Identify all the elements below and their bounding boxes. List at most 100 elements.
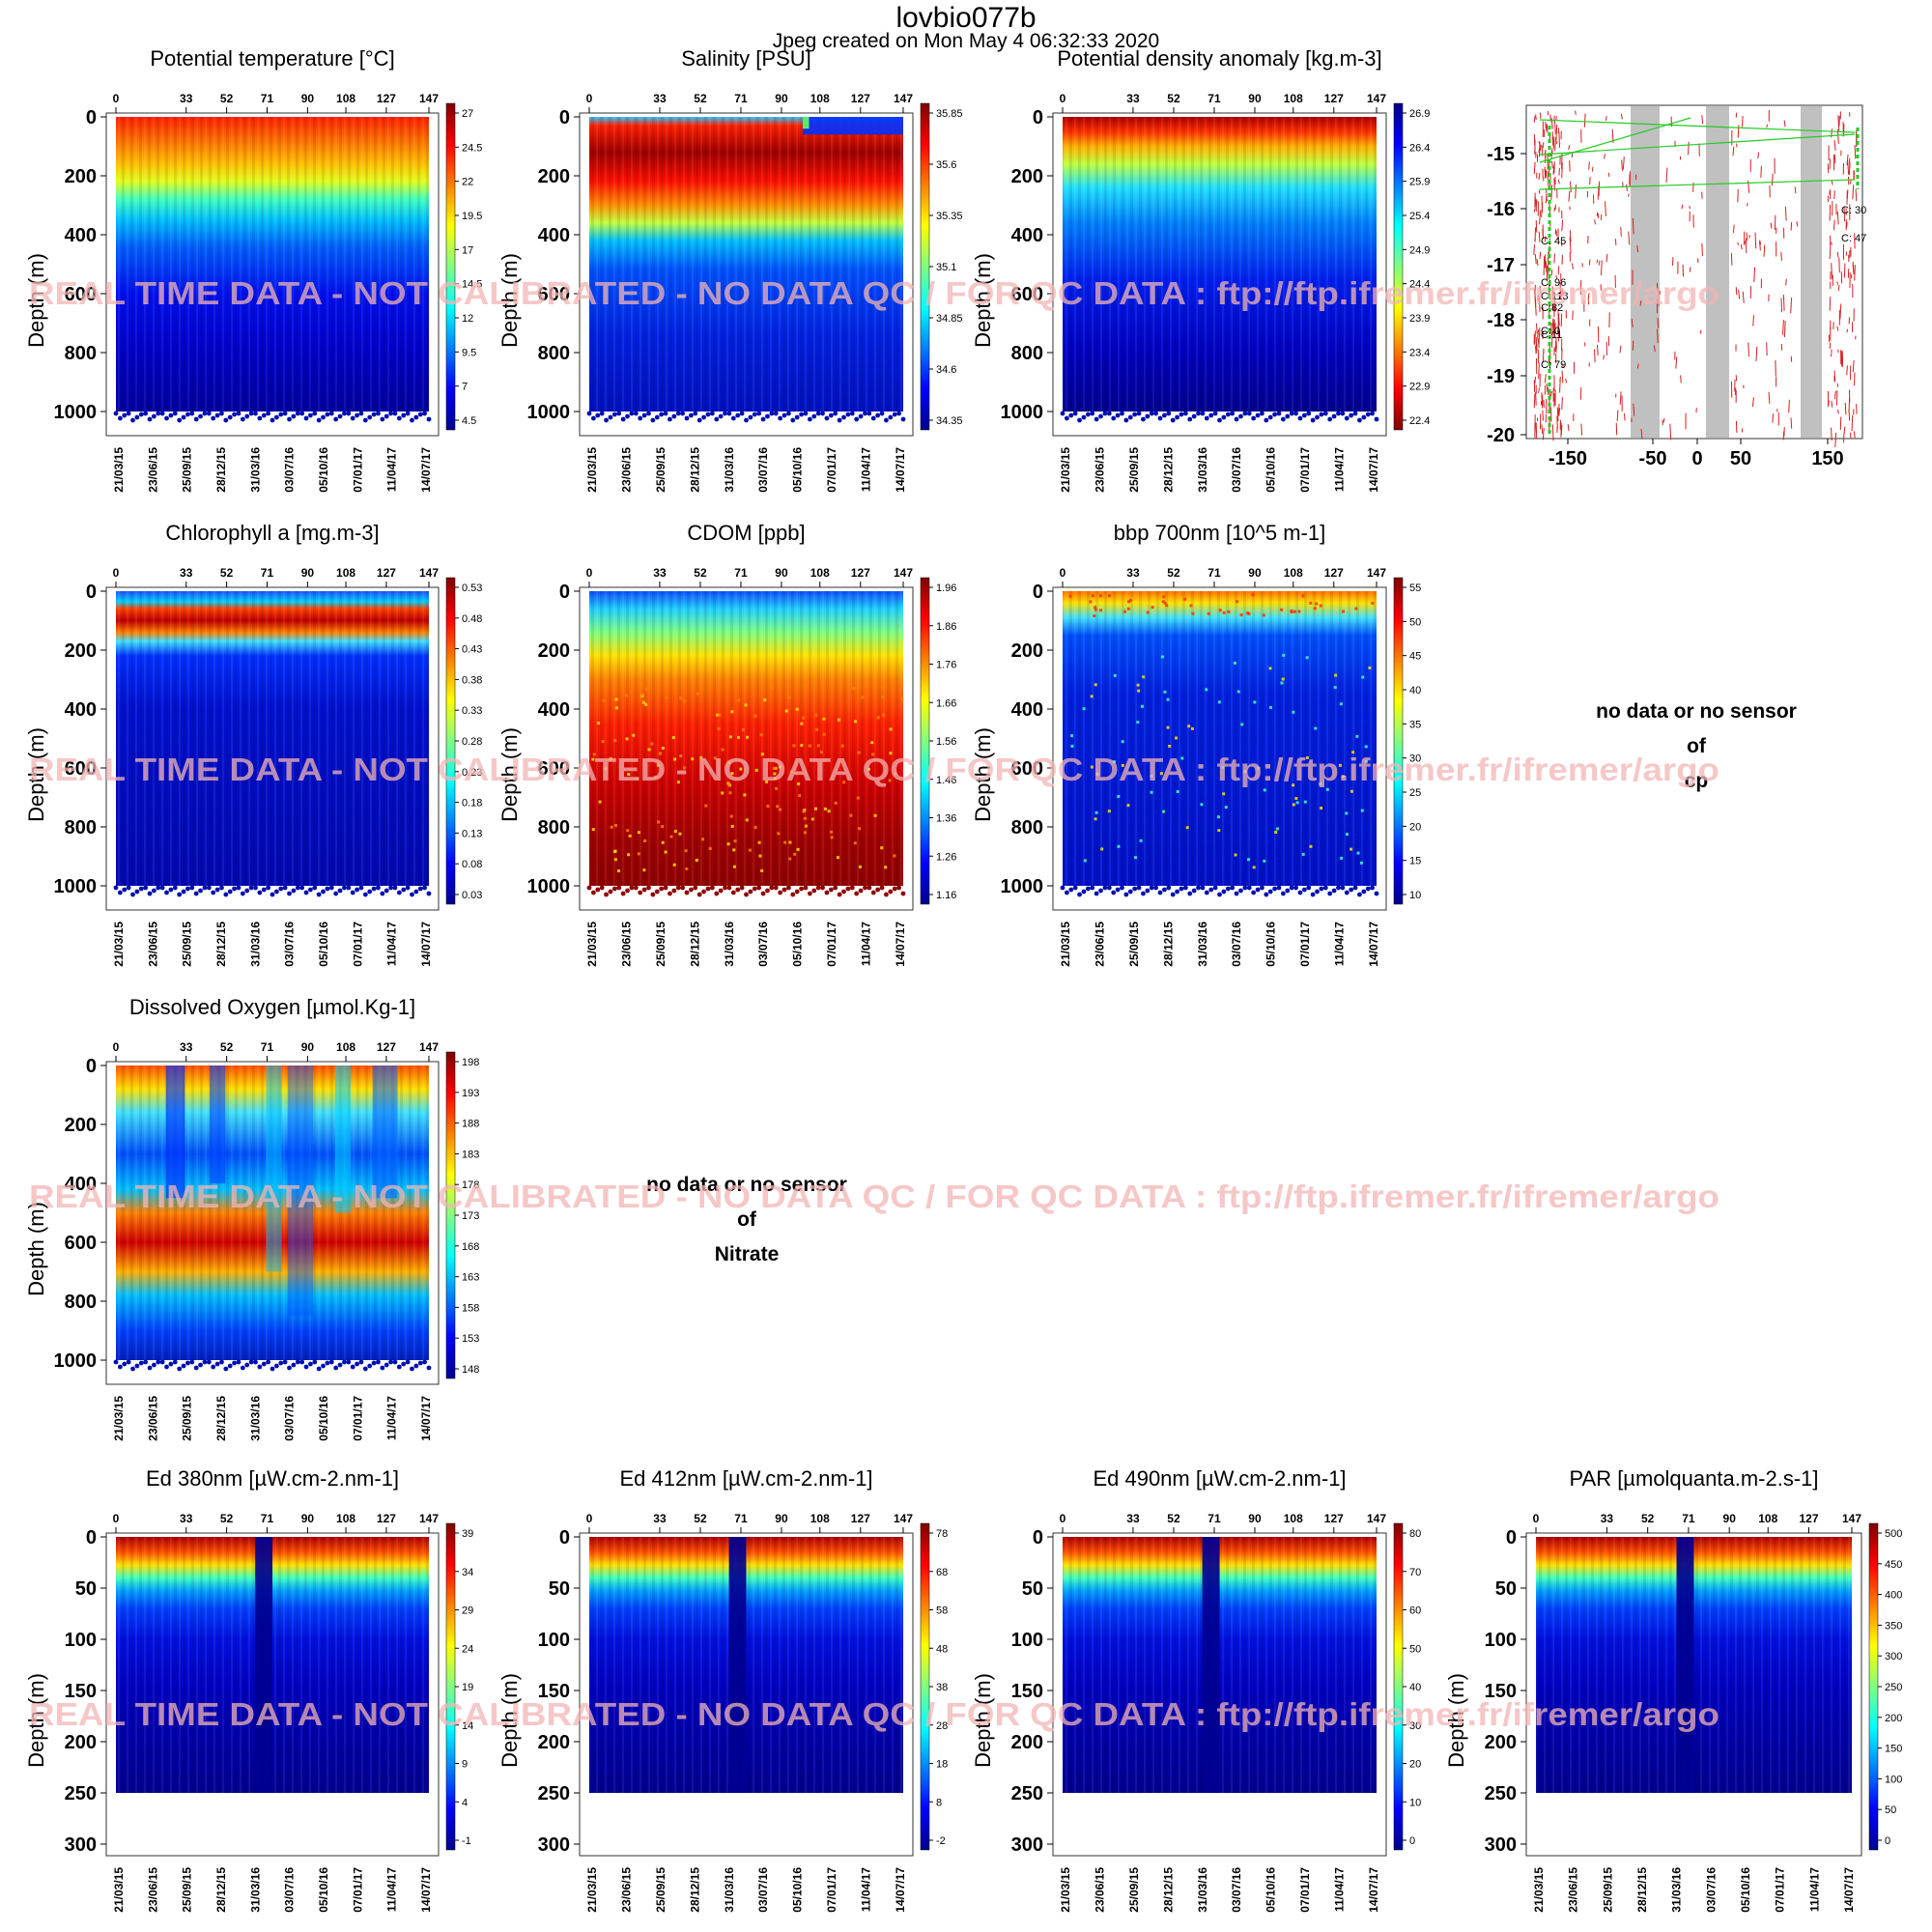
panel-7: Ed 380nm [µW.cm-2.nm-1]0 33 52 71 90 108 127 14…: [24, 1466, 473, 1913]
end-dot: [1297, 890, 1303, 895]
heatmap-speck: [1161, 810, 1165, 813]
depth-tick-label: 0: [559, 107, 570, 128]
end-dot: [1149, 885, 1154, 891]
date-tick-label: 23/06/15: [146, 1867, 159, 1913]
end-dot: [278, 412, 284, 417]
cycle-tick-label: 0: [1533, 1512, 1540, 1525]
colorbar-label: 10: [1409, 1797, 1421, 1808]
end-dot: [426, 416, 432, 422]
heatmap-speck: [1094, 683, 1097, 687]
track-segment: [1553, 253, 1556, 264]
heatmap-speck: [797, 782, 801, 786]
heatmap-speck: [1297, 610, 1301, 613]
track-segment: [1837, 409, 1839, 414]
end-dot: [1217, 417, 1222, 423]
track-segment: [1848, 398, 1851, 412]
date-tick-label: 25/09/15: [654, 447, 668, 493]
depth-tick-label: 1000: [54, 1350, 98, 1372]
end-dot: [159, 1359, 165, 1365]
heatmap-speck: [1070, 744, 1074, 748]
heatmap-speck: [1350, 847, 1353, 851]
end-dot: [765, 888, 770, 894]
cycle-tick-label: 52: [694, 92, 707, 105]
end-dot: [376, 1359, 381, 1365]
cycle-tick-label: 0: [1060, 92, 1066, 105]
date-tick-label: 31/03/16: [1196, 1867, 1209, 1913]
track-segment: [1556, 407, 1559, 422]
end-dot: [1357, 892, 1362, 897]
end-dot: [1191, 413, 1197, 419]
panel-frame: [1052, 1532, 1387, 1857]
cycle-tick-label: 127: [1324, 92, 1344, 105]
end-dot: [616, 411, 622, 416]
end-dot: [147, 891, 153, 896]
date-tick-label: 21/03/15: [1059, 447, 1072, 493]
end-dot: [1344, 890, 1350, 895]
cycle-marker-label: C:82: [1541, 302, 1563, 314]
track-segment: [1603, 355, 1605, 360]
end-dot: [756, 411, 762, 416]
track-segment: [1538, 231, 1541, 242]
end-dot: [718, 413, 724, 419]
cycle-tick-label: 33: [1126, 92, 1140, 105]
end-dot: [388, 885, 393, 891]
track-segment: [1853, 431, 1856, 439]
track-segment: [1751, 397, 1754, 408]
end-dot: [350, 890, 355, 895]
heatmap-speck: [737, 698, 741, 702]
date-tick-label: 14/07/17: [894, 1867, 907, 1913]
track-segment: [1541, 195, 1544, 212]
track-segment: [1835, 390, 1838, 406]
heatmap-speck: [696, 692, 699, 696]
date-tick-label: 11/04/17: [385, 447, 399, 492]
panel-frame: [1052, 112, 1387, 437]
track-segment: [1782, 320, 1784, 335]
colorbar-label: 1.66: [936, 697, 956, 709]
end-dot: [261, 412, 267, 418]
track-segment: [1854, 233, 1856, 249]
end-dot: [1196, 885, 1201, 891]
cycle-tick-label: 127: [1324, 1512, 1344, 1525]
depth-tick-label: 800: [65, 817, 97, 838]
end-dot: [248, 1359, 254, 1365]
heatmap-speck: [823, 807, 827, 810]
track-segment: [1836, 281, 1839, 285]
end-dot: [616, 885, 622, 891]
colorbar-label: 0.48: [462, 613, 482, 625]
date-tick-label: 14/07/17: [419, 447, 433, 493]
end-dot: [735, 412, 741, 418]
track-segment: [1696, 258, 1699, 264]
colorbar-label: 4.5: [462, 415, 476, 427]
colorbar-label: 168: [462, 1241, 479, 1253]
end-dot: [1267, 414, 1273, 420]
heatmap-speck: [893, 854, 896, 858]
track-segment: [1534, 196, 1536, 208]
heatmap-speck: [1189, 604, 1193, 608]
cycle-tick-label: 71: [261, 1512, 274, 1525]
track-segment: [1543, 400, 1545, 409]
end-dot: [1132, 412, 1138, 417]
heatmap-speck: [814, 713, 818, 717]
end-dot: [888, 889, 894, 895]
heatmap-speck: [1282, 653, 1286, 657]
end-dot: [273, 414, 279, 420]
heatmap-speck: [792, 744, 796, 748]
end-dot: [892, 412, 897, 417]
track-segment: [1669, 423, 1672, 440]
end-dot: [413, 889, 419, 895]
end-dot: [156, 1359, 161, 1365]
heatmap-speck: [614, 823, 618, 827]
heatmap-speck: [1162, 595, 1166, 599]
end-dot: [696, 892, 702, 897]
end-dot: [1212, 885, 1218, 891]
cycle-tick-label: 90: [301, 1512, 315, 1525]
date-tick-label: 25/09/15: [181, 1396, 194, 1441]
end-dot: [1141, 416, 1146, 422]
track-segment: [1836, 212, 1839, 225]
end-dot: [1370, 885, 1376, 891]
end-dot: [625, 413, 630, 419]
depth-tick-label: 400: [65, 699, 97, 721]
cycle-tick-label: 90: [775, 1512, 788, 1525]
end-dot: [803, 411, 809, 416]
